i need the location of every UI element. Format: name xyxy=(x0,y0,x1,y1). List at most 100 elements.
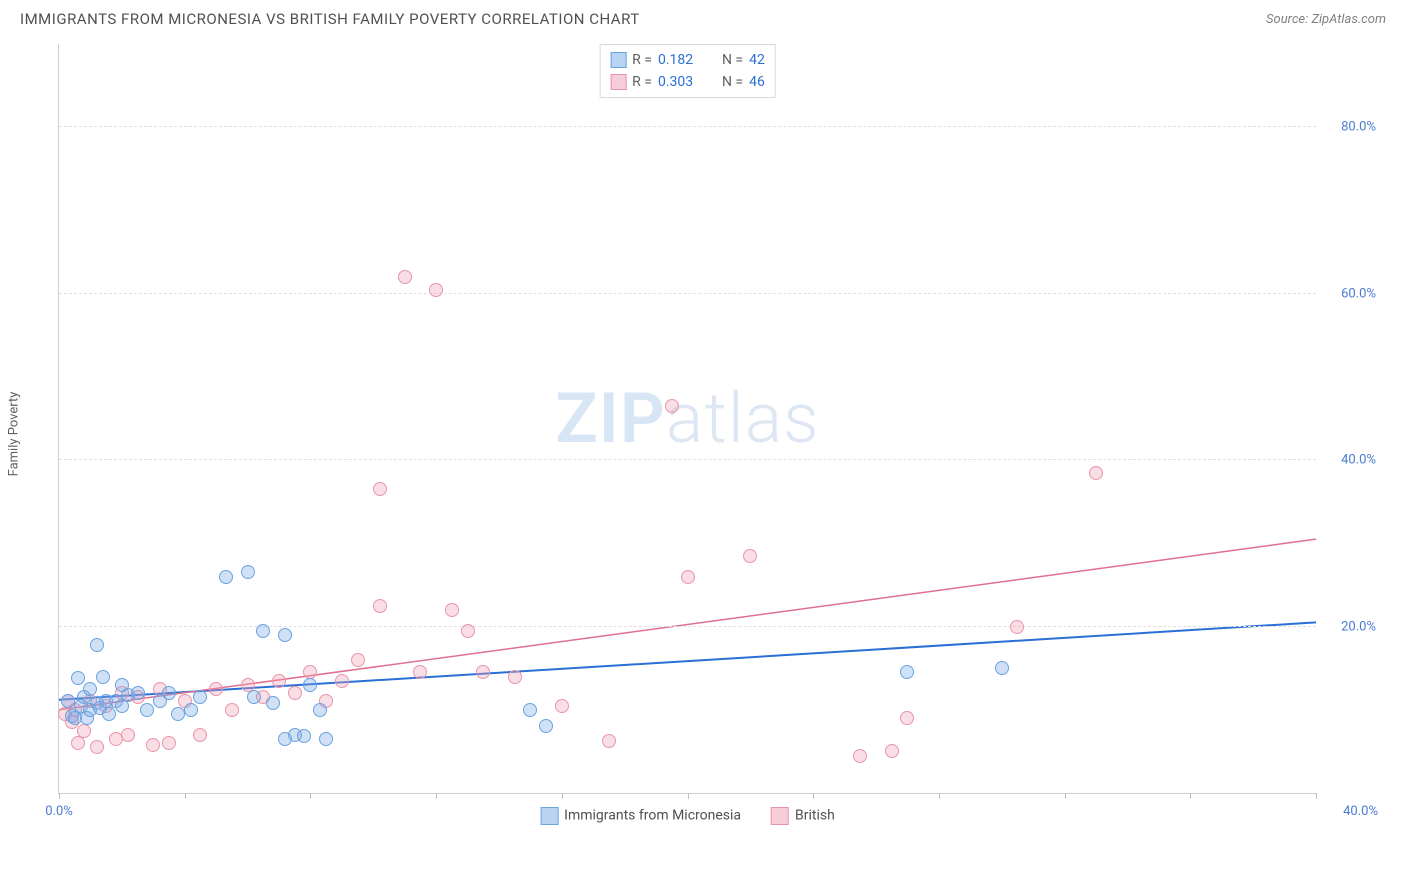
stats-r-value: 0.182 xyxy=(658,49,708,71)
stats-r-label: R = xyxy=(632,49,652,71)
x-tick xyxy=(1190,793,1191,799)
x-tick xyxy=(1316,793,1317,799)
data-point xyxy=(508,670,522,684)
data-point xyxy=(266,696,280,710)
data-point xyxy=(303,678,317,692)
gridline xyxy=(59,126,1316,127)
stats-r-value: 0.303 xyxy=(658,71,708,93)
stats-n-value: 46 xyxy=(749,71,765,93)
data-point xyxy=(131,686,145,700)
stats-row: R = 0.303 N = 46 xyxy=(610,71,765,93)
data-point xyxy=(885,744,899,758)
data-point xyxy=(90,638,104,652)
data-point xyxy=(193,728,207,742)
legend-item: British xyxy=(771,807,835,825)
data-point xyxy=(146,738,160,752)
stats-box: R = 0.182 N = 42 R = 0.303 N = 46 xyxy=(599,44,776,98)
x-tick xyxy=(310,793,311,799)
x-tick xyxy=(562,793,563,799)
data-point xyxy=(193,690,207,704)
x-tick-label: 40.0% xyxy=(1343,804,1378,819)
gridline xyxy=(59,626,1316,627)
data-point xyxy=(900,711,914,725)
watermark-atlas: atlas xyxy=(666,378,820,460)
source-prefix: Source: xyxy=(1266,12,1311,27)
legend-swatch xyxy=(540,807,558,825)
source-attribution: Source: ZipAtlas.com xyxy=(1266,12,1386,27)
data-point xyxy=(351,653,365,667)
data-point xyxy=(319,732,333,746)
x-tick-label: 0.0% xyxy=(45,804,73,819)
data-point xyxy=(77,724,91,738)
source-name: ZipAtlas.com xyxy=(1311,12,1386,27)
data-point xyxy=(539,719,553,733)
data-point xyxy=(373,482,387,496)
x-tick xyxy=(59,793,60,799)
legend-swatch xyxy=(610,74,626,90)
data-point xyxy=(83,682,97,696)
data-point xyxy=(184,703,198,717)
legend-swatch xyxy=(610,52,626,68)
data-point xyxy=(900,665,914,679)
stats-row: R = 0.182 N = 42 xyxy=(610,49,765,71)
data-point xyxy=(555,699,569,713)
legend-label: Immigrants from Micronesia xyxy=(564,808,741,824)
data-point xyxy=(398,270,412,284)
y-tick-label: 60.0% xyxy=(1341,286,1376,301)
data-point xyxy=(523,703,537,717)
data-point xyxy=(96,670,110,684)
data-point xyxy=(140,703,154,717)
gridline xyxy=(59,459,1316,460)
y-tick-label: 20.0% xyxy=(1341,619,1376,634)
data-point xyxy=(313,703,327,717)
stats-n-label: N = xyxy=(722,49,743,71)
x-tick xyxy=(436,793,437,799)
plot-area: ZIPatlas R =0.182N =42R =0.303N =46 Immi… xyxy=(58,44,1316,794)
data-point xyxy=(681,570,695,584)
data-point xyxy=(995,661,1009,675)
stats-n-value: 42 xyxy=(749,49,765,71)
bottom-legend: Immigrants from Micronesia British xyxy=(540,807,835,825)
x-tick xyxy=(688,793,689,799)
data-point xyxy=(121,728,135,742)
data-point xyxy=(853,749,867,763)
data-point xyxy=(1089,466,1103,480)
x-tick xyxy=(939,793,940,799)
legend-label: British xyxy=(795,808,835,824)
data-point xyxy=(602,734,616,748)
data-point xyxy=(1010,620,1024,634)
x-tick xyxy=(185,793,186,799)
watermark-zip: ZIP xyxy=(555,378,665,460)
data-point xyxy=(288,686,302,700)
data-point xyxy=(71,671,85,685)
y-tick-label: 40.0% xyxy=(1341,453,1376,468)
data-point xyxy=(162,736,176,750)
legend-swatch xyxy=(771,807,789,825)
data-point xyxy=(247,690,261,704)
chart-title: IMMIGRANTS FROM MICRONESIA VS BRITISH FA… xyxy=(20,10,640,28)
stats-n-label: N = xyxy=(722,71,743,93)
data-point xyxy=(90,740,104,754)
data-point xyxy=(241,565,255,579)
data-point xyxy=(225,703,239,717)
watermark: ZIPatlas xyxy=(555,378,819,460)
data-point xyxy=(373,599,387,613)
data-point xyxy=(413,665,427,679)
data-point xyxy=(445,603,459,617)
data-point xyxy=(476,665,490,679)
data-point xyxy=(102,707,116,721)
data-point xyxy=(297,729,311,743)
y-axis-label: Family Poverty xyxy=(7,392,22,477)
data-point xyxy=(429,283,443,297)
data-point xyxy=(209,682,223,696)
data-point xyxy=(256,624,270,638)
x-tick xyxy=(813,793,814,799)
data-point xyxy=(272,674,286,688)
stats-r-label: R = xyxy=(632,71,652,93)
chart-container: Family Poverty ZIPatlas R =0.182N =42R =… xyxy=(48,34,1386,834)
y-tick-label: 80.0% xyxy=(1341,120,1376,135)
data-point xyxy=(335,674,349,688)
data-point xyxy=(162,686,176,700)
x-tick xyxy=(1065,793,1066,799)
gridline xyxy=(59,293,1316,294)
